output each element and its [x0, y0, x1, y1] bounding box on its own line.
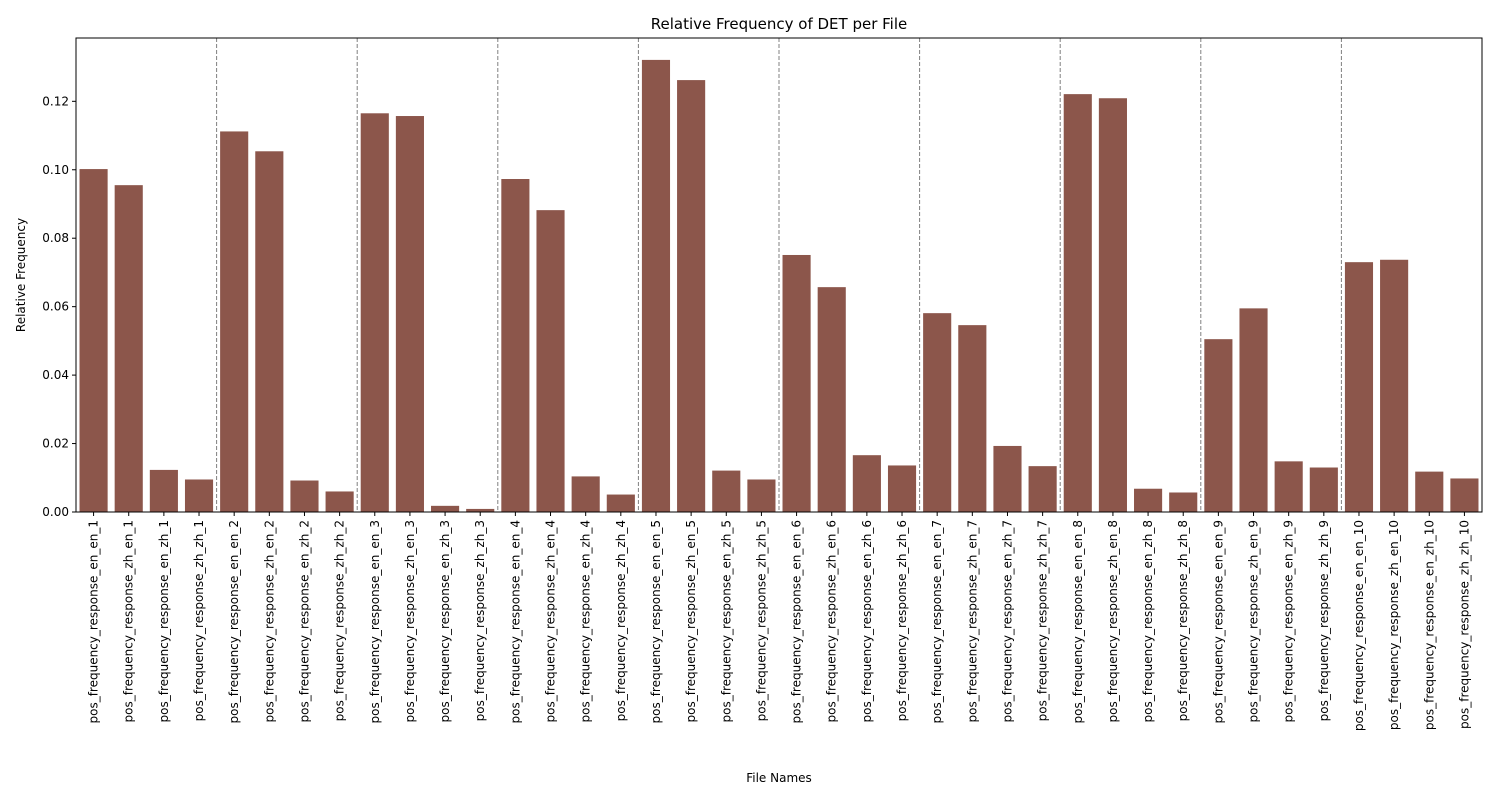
bar-pos_frequency_response_zh_zh_3 [466, 508, 495, 512]
bar-pos_frequency_response_zh_en_7 [958, 325, 987, 512]
x-tick-label: pos_frequency_response_en_en_3 [368, 520, 382, 724]
x-tick-label: pos_frequency_response_zh_zh_10 [1457, 520, 1471, 729]
x-tick-label: pos_frequency_response_en_en_6 [790, 520, 804, 724]
x-tick-label: pos_frequency_response_zh_en_8 [1106, 520, 1120, 722]
y-tick-label: 0.10 [42, 163, 69, 177]
x-tick-label: pos_frequency_response_zh_en_6 [825, 520, 839, 722]
plot-frame [75, 37, 1483, 513]
bar-pos_frequency_response_en_en_5 [641, 59, 671, 512]
bar-pos_frequency_response_zh_en_5 [677, 80, 706, 512]
x-tick-label: pos_frequency_response_en_zh_9 [1282, 520, 1296, 722]
y-tick-label: 0.04 [42, 368, 69, 382]
bar-pos_frequency_response_zh_en_8 [1098, 98, 1127, 512]
bar-pos_frequency_response_zh_en_10 [1380, 259, 1409, 512]
bar-pos_frequency_response_en_en_6 [782, 254, 811, 512]
bar-pos_frequency_response_en_zh_6 [852, 455, 881, 512]
bar-pos_frequency_response_zh_zh_6 [887, 465, 917, 512]
bar-pos_frequency_response_en_zh_4 [571, 476, 600, 512]
x-tick-label: pos_frequency_response_zh_zh_2 [333, 520, 347, 721]
y-tick-label: 0.00 [42, 505, 69, 519]
x-tick-label: pos_frequency_response_zh_zh_6 [895, 520, 909, 721]
y-axis: 0.00 0.02 0.04 0.06 0.08 0.10 0.12 [42, 94, 76, 519]
x-tick-label: pos_frequency_response_zh_en_2 [262, 520, 276, 722]
x-tick-label: pos_frequency_response_en_zh_4 [579, 520, 593, 722]
bar-pos_frequency_response_en_zh_9 [1274, 461, 1303, 512]
x-axis-title: File Names [746, 771, 812, 785]
group-separators [216, 38, 1342, 512]
x-tick-label: pos_frequency_response_zh_zh_9 [1317, 520, 1331, 721]
bar-pos_frequency_response_en_en_2 [220, 131, 249, 513]
bars [79, 59, 1479, 513]
bar-pos_frequency_response_zh_zh_5 [747, 479, 776, 512]
x-tick-label: pos_frequency_response_en_zh_7 [1000, 520, 1014, 722]
bar-pos_frequency_response_en_zh_2 [290, 480, 319, 512]
x-tick-label: pos_frequency_response_zh_zh_3 [473, 520, 487, 721]
y-axis-title: Relative Frequency [14, 218, 28, 332]
x-tick-label: pos_frequency_response_zh_zh_1 [192, 520, 206, 721]
bar-pos_frequency_response_en_en_4 [501, 179, 530, 512]
x-tick-label: pos_frequency_response_zh_zh_5 [754, 520, 768, 721]
bar-pos_frequency_response_en_zh_8 [1134, 488, 1163, 512]
bar-pos_frequency_response_en_en_3 [360, 113, 389, 512]
bar-pos_frequency_response_en_zh_3 [431, 505, 460, 512]
bar-pos_frequency_response_zh_en_4 [536, 210, 565, 512]
x-tick-label: pos_frequency_response_en_zh_2 [297, 520, 311, 722]
x-tick-label: pos_frequency_response_zh_en_10 [1387, 520, 1401, 730]
x-tick-label: pos_frequency_response_en_zh_8 [1141, 520, 1155, 722]
x-axis: pos_frequency_response_en_en_1 pos_freque… [87, 512, 1471, 731]
bar-pos_frequency_response_zh_en_6 [817, 287, 846, 512]
x-tick-label: pos_frequency_response_en_zh_3 [438, 520, 452, 722]
bar-pos_frequency_response_zh_en_1 [114, 185, 143, 512]
x-tick-label: pos_frequency_response_en_en_1 [87, 520, 101, 724]
x-tick-label: pos_frequency_response_en_en_8 [1071, 520, 1085, 724]
x-tick-label: pos_frequency_response_en_en_7 [930, 520, 944, 724]
y-tick-label: 0.08 [42, 231, 69, 245]
x-tick-label: pos_frequency_response_zh_en_3 [403, 520, 417, 722]
bar-pos_frequency_response_en_zh_1 [149, 469, 178, 512]
x-tick-label: pos_frequency_response_en_zh_5 [719, 520, 733, 722]
y-tick-label: 0.12 [42, 94, 69, 108]
x-tick-label: pos_frequency_response_en_en_5 [649, 520, 663, 724]
bar-pos_frequency_response_en_zh_7 [993, 445, 1022, 512]
bar-pos_frequency_response_zh_zh_1 [184, 479, 214, 512]
x-tick-label: pos_frequency_response_en_en_2 [227, 520, 241, 724]
bar-pos_frequency_response_zh_zh_4 [606, 494, 635, 512]
bar-pos_frequency_response_zh_zh_8 [1169, 492, 1198, 512]
bar-pos_frequency_response_en_en_9 [1204, 339, 1233, 512]
x-tick-label: pos_frequency_response_zh_zh_7 [1036, 520, 1050, 721]
bar-pos_frequency_response_zh_en_2 [255, 151, 284, 512]
x-tick-label: pos_frequency_response_en_zh_6 [860, 520, 874, 722]
bar-pos_frequency_response_en_en_8 [1063, 94, 1092, 512]
x-tick-label: pos_frequency_response_zh_en_1 [122, 520, 136, 722]
x-tick-label: pos_frequency_response_zh_en_4 [544, 520, 558, 722]
bar-pos_frequency_response_zh_zh_7 [1028, 466, 1057, 512]
bar-pos_frequency_response_zh_en_3 [395, 116, 424, 512]
x-tick-label: pos_frequency_response_en_en_4 [508, 520, 522, 724]
bar-pos_frequency_response_en_zh_5 [712, 470, 741, 512]
y-tick-label: 0.02 [42, 437, 69, 451]
x-tick-label: pos_frequency_response_en_en_10 [1352, 520, 1366, 731]
bar-pos_frequency_response_zh_zh_9 [1309, 467, 1338, 512]
bar-pos_frequency_response_zh_zh_10 [1450, 478, 1479, 512]
x-tick-label: pos_frequency_response_zh_en_7 [965, 520, 979, 722]
bar-pos_frequency_response_en_en_10 [1344, 262, 1374, 512]
x-tick-label: pos_frequency_response_en_en_9 [1211, 520, 1225, 724]
chart-title: Relative Frequency of DET per File [651, 15, 908, 33]
bar-pos_frequency_response_en_en_1 [79, 169, 108, 512]
x-tick-label: pos_frequency_response_en_zh_1 [157, 520, 171, 722]
x-tick-label: pos_frequency_response_zh_en_9 [1247, 520, 1261, 722]
x-tick-label: pos_frequency_response_en_zh_10 [1422, 520, 1436, 730]
x-tick-label: pos_frequency_response_zh_zh_8 [1176, 520, 1190, 721]
x-tick-label: pos_frequency_response_zh_en_5 [684, 520, 698, 722]
y-tick-label: 0.06 [42, 300, 69, 314]
x-tick-label: pos_frequency_response_zh_zh_4 [614, 520, 628, 721]
bar-pos_frequency_response_zh_en_9 [1239, 308, 1268, 512]
bar-pos_frequency_response_en_en_7 [923, 313, 952, 512]
bar-pos_frequency_response_zh_zh_2 [325, 491, 354, 512]
bar-pos_frequency_response_en_zh_10 [1415, 471, 1444, 512]
